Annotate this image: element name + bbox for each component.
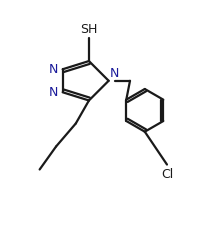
Text: Cl: Cl bbox=[161, 168, 173, 181]
Text: SH: SH bbox=[80, 22, 98, 36]
Text: N: N bbox=[49, 63, 59, 76]
Text: N: N bbox=[49, 86, 59, 99]
Text: N: N bbox=[109, 67, 119, 80]
